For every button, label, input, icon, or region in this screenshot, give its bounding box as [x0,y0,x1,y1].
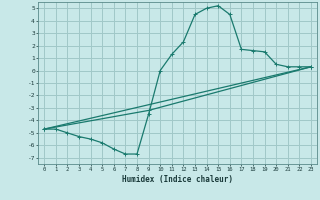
X-axis label: Humidex (Indice chaleur): Humidex (Indice chaleur) [122,175,233,184]
